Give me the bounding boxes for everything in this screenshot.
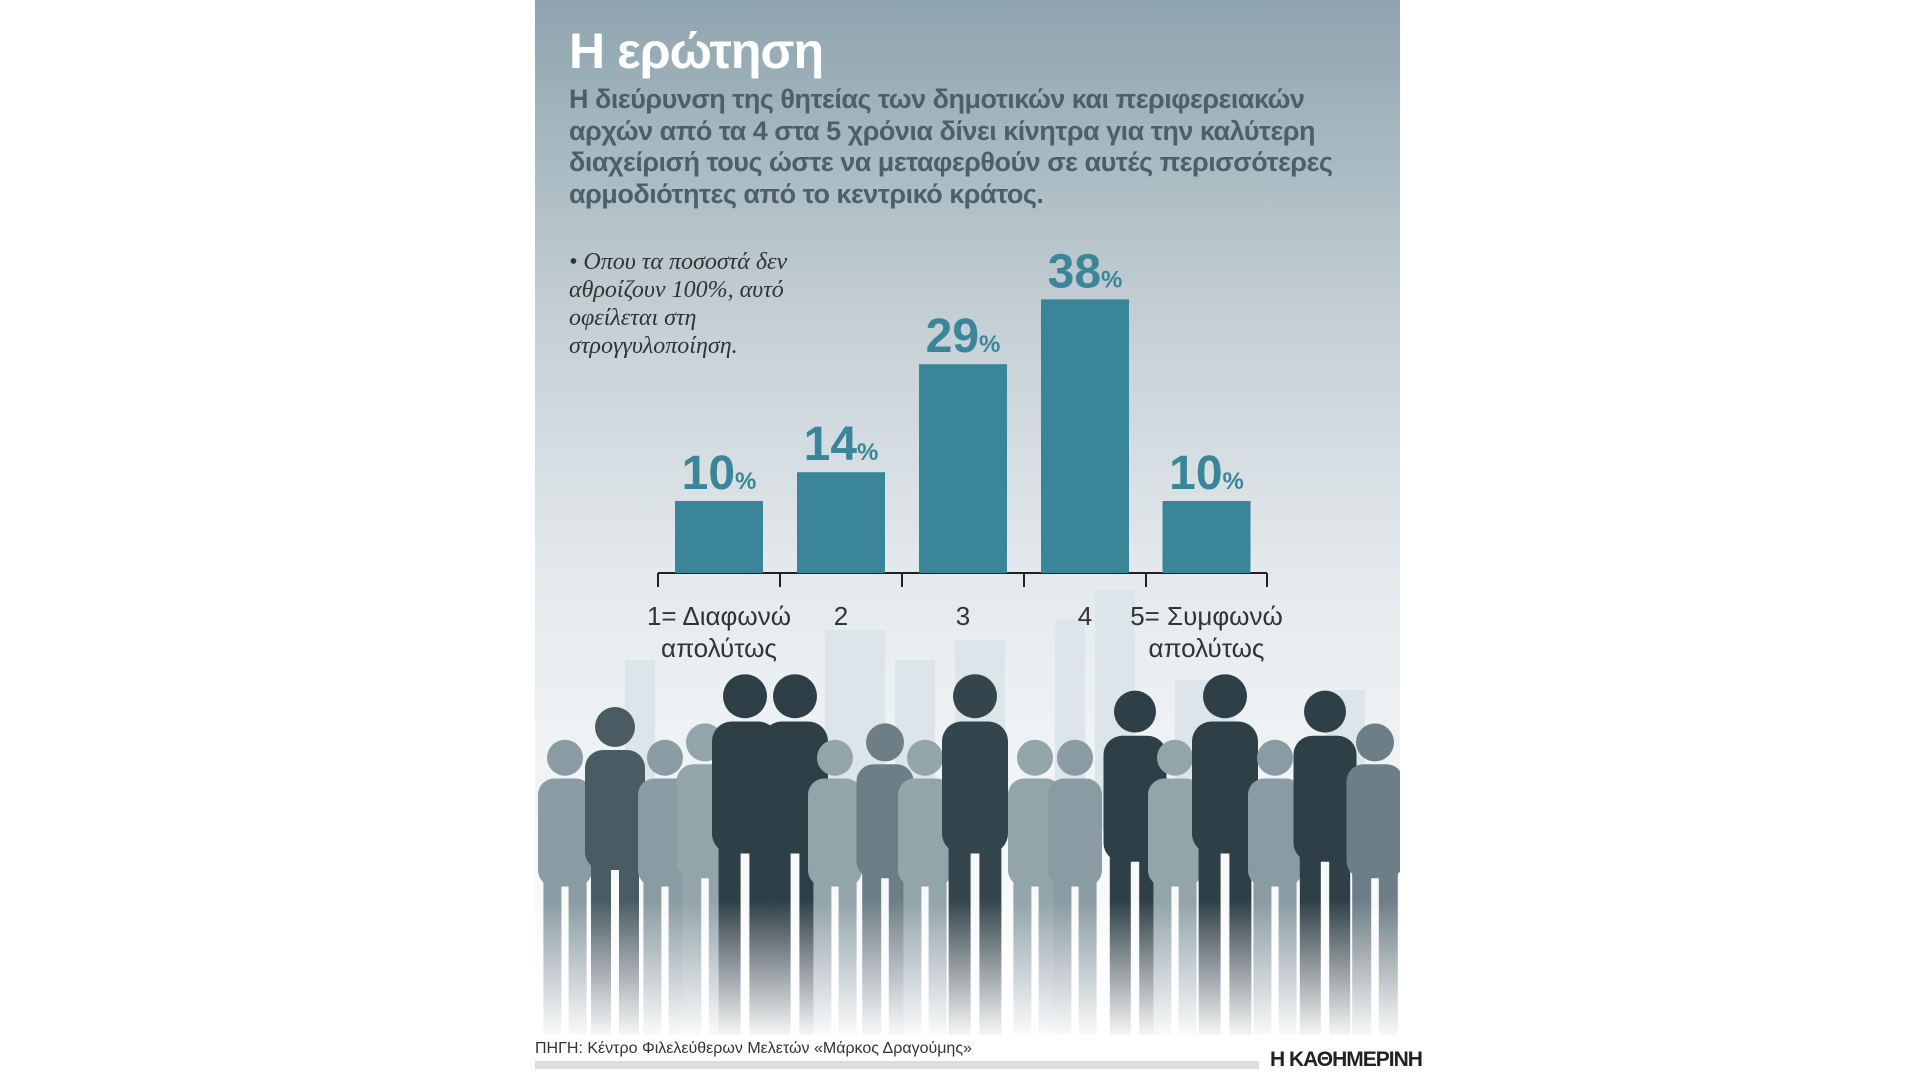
brand-logo: Η ΚΑΘΗΜΕΡΙΝΗ <box>1270 1048 1423 1071</box>
data-label: 29% <box>926 310 1001 363</box>
category-label: απολύτως <box>661 633 777 663</box>
data-label: 38% <box>1048 245 1123 298</box>
data-label: 10% <box>682 447 757 500</box>
source-divider <box>535 1061 1259 1069</box>
data-label: 14% <box>804 418 879 471</box>
rounding-note: • Οπου τα ποσοστά δεν αθροίζουν 100%, αυ… <box>569 249 788 359</box>
bar <box>1041 299 1129 573</box>
title: Η ερώτηση <box>569 23 824 79</box>
category-label: 2 <box>834 601 848 631</box>
bar <box>797 472 885 573</box>
question-text: Η διεύρυνση της θητείας των δημοτικών κα… <box>569 84 1333 209</box>
category-label: απολύτως <box>1149 633 1265 663</box>
crowd-silhouettes <box>535 590 1400 1035</box>
bar <box>919 364 1007 573</box>
category-label: 4 <box>1078 601 1092 631</box>
category-label: 3 <box>956 601 970 631</box>
category-label: 5= Συμφωνώ <box>1130 601 1283 631</box>
bar <box>1162 501 1251 573</box>
infographic: Η ερώτηση Η διεύρυνση της θητείας των δη… <box>535 0 1400 1035</box>
data-label: 10% <box>1169 447 1244 500</box>
category-label: 1= Διαφωνώ <box>647 601 791 631</box>
bar <box>675 501 763 573</box>
source-text: ΠΗΓΗ: Κέντρο Φιλελεύθερων Μελετών «Μάρκο… <box>535 1040 972 1057</box>
